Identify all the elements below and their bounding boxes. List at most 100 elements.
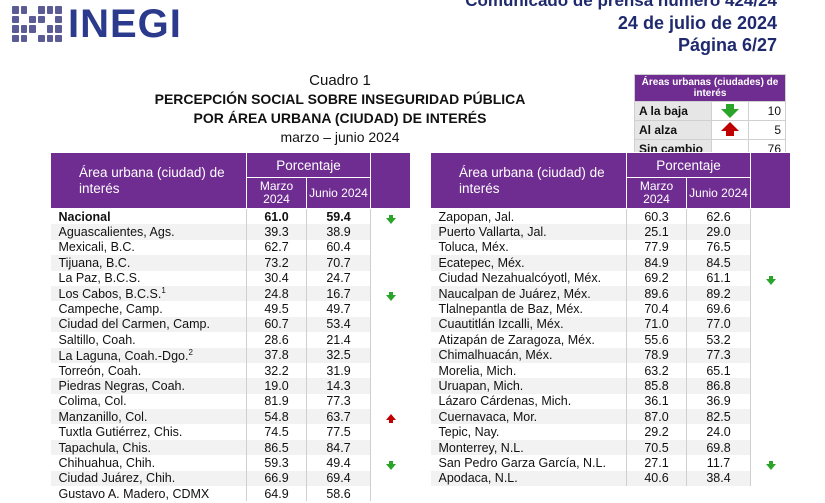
value-marzo: 36.1 <box>627 394 687 409</box>
value-junio: 77.5 <box>307 424 371 439</box>
value-junio: 60.4 <box>307 240 371 255</box>
trend-cell <box>751 286 791 301</box>
table-row: Cuernavaca, Mor. 87.0 82.5 <box>431 409 791 424</box>
trend-cell <box>371 317 411 332</box>
title-period: marzo – junio 2024 <box>140 128 540 147</box>
value-junio: 58.6 <box>307 486 371 501</box>
value-marzo: 62.7 <box>247 240 307 255</box>
column-header-porcentaje: Porcentaje <box>627 153 751 178</box>
table-row: Mexicali, B.C. 62.7 60.4 <box>51 240 411 255</box>
trend-cell <box>371 286 411 301</box>
down-arrow-icon <box>389 461 393 464</box>
area-name: Tepic, Nay. <box>431 424 627 439</box>
value-marzo: 37.8 <box>247 348 307 363</box>
value-junio: 63.7 <box>307 409 371 424</box>
area-name: Zapopan, Jal. <box>431 209 627 225</box>
trend-cell <box>751 240 791 255</box>
trend-cell <box>371 209 411 225</box>
value-junio: 65.1 <box>687 363 751 378</box>
trend-cell <box>751 409 791 424</box>
up-arrow-icon <box>386 414 396 420</box>
value-marzo: 54.8 <box>247 409 307 424</box>
column-header-blank <box>751 153 791 209</box>
value-marzo: 78.9 <box>627 348 687 363</box>
value-junio: 59.4 <box>307 209 371 225</box>
legend-count-up: 5 <box>749 121 786 140</box>
table-row: Cuautitlán Izcalli, Méx. 71.0 77.0 <box>431 317 791 332</box>
value-junio: 11.7 <box>687 455 751 470</box>
down-arrow-icon <box>769 276 773 279</box>
table-row: Aguascalientes, Ags. 39.3 38.9 <box>51 224 411 239</box>
table-row: Tuxtla Gutiérrez, Chis. 74.5 77.5 <box>51 424 411 439</box>
area-name: Lázaro Cárdenas, Mich. <box>431 394 627 409</box>
trend-cell <box>751 348 791 363</box>
value-junio: 61.1 <box>687 271 751 286</box>
area-name: Ecatepec, Méx. <box>431 255 627 270</box>
area-name: Puerto Vallarta, Jal. <box>431 224 627 239</box>
trend-cell <box>371 255 411 270</box>
footnote-marker: 2 <box>188 348 192 357</box>
table-row: Ecatepec, Méx. 84.9 84.5 <box>431 255 791 270</box>
value-marzo: 81.9 <box>247 394 307 409</box>
legend-label-up: Al alza <box>635 121 712 140</box>
legend-down-arrow-icon <box>712 102 749 121</box>
down-arrow-icon <box>389 215 393 218</box>
table-row: Saltillo, Coah. 28.6 21.4 <box>51 332 411 347</box>
value-marzo: 71.0 <box>627 317 687 332</box>
legend-count-down: 10 <box>749 102 786 121</box>
value-marzo: 19.0 <box>247 378 307 393</box>
trend-cell <box>751 394 791 409</box>
value-junio: 69.6 <box>687 301 751 316</box>
area-name: Nacional <box>51 209 247 225</box>
area-name: Morelia, Mich. <box>431 363 627 378</box>
value-marzo: 60.7 <box>247 317 307 332</box>
table-row: Zapopan, Jal. 60.3 62.6 <box>431 209 791 225</box>
table-row: Atizapán de Zaragoza, Méx. 55.6 53.2 <box>431 332 791 347</box>
column-header-marzo: Marzo 2024 <box>627 178 687 209</box>
value-junio: 36.9 <box>687 394 751 409</box>
value-marzo: 87.0 <box>627 409 687 424</box>
trend-cell <box>371 332 411 347</box>
footnote-marker: 1 <box>161 286 165 295</box>
table-row: Los Cabos, B.C.S.1 24.8 16.7 <box>51 286 411 301</box>
trend-cell <box>751 332 791 347</box>
area-name: La Paz, B.C.S. <box>51 271 247 286</box>
value-marzo: 66.9 <box>247 471 307 486</box>
trend-cell <box>751 378 791 393</box>
trend-cell <box>751 471 791 486</box>
value-marzo: 85.8 <box>627 378 687 393</box>
value-junio: 21.4 <box>307 332 371 347</box>
area-name: Campeche, Camp. <box>51 301 247 316</box>
area-name: Saltillo, Coah. <box>51 332 247 347</box>
value-junio: 38.4 <box>687 471 751 486</box>
right-data-table: Área urbana (ciudad) de interés Porcenta… <box>430 152 791 486</box>
trend-cell <box>751 363 791 378</box>
area-name: Naucalpan de Juárez, Méx. <box>431 286 627 301</box>
left-data-table: Área urbana (ciudad) de interés Porcenta… <box>50 152 411 501</box>
value-junio: 31.9 <box>307 363 371 378</box>
column-header-junio: Junio 2024 <box>307 178 371 209</box>
column-header-blank <box>371 153 411 209</box>
table-row: La Laguna, Coah.-Dgo.2 37.8 32.5 <box>51 348 411 363</box>
value-junio: 89.2 <box>687 286 751 301</box>
area-name: Tlalnepantla de Baz, Méx. <box>431 301 627 316</box>
table-row: Apodaca, N.L. 40.6 38.4 <box>431 471 791 486</box>
legend-table: Áreas urbanas (ciudades) de interés A la… <box>634 74 786 159</box>
table-row: Manzanillo, Col. 54.8 63.7 <box>51 409 411 424</box>
table-row: San Pedro Garza García, N.L. 27.1 11.7 <box>431 455 791 470</box>
value-marzo: 63.2 <box>627 363 687 378</box>
trend-cell <box>751 271 791 286</box>
trend-cell <box>371 378 411 393</box>
trend-cell <box>751 301 791 316</box>
table-title: Cuadro 1 PERCEPCIÓN SOCIAL SOBRE INSEGUR… <box>140 72 540 147</box>
area-name: Tapachula, Chis. <box>51 440 247 455</box>
legend-label-down: A la baja <box>635 102 712 121</box>
value-junio: 38.9 <box>307 224 371 239</box>
legend-up-arrow-icon <box>712 121 749 140</box>
value-marzo: 39.3 <box>247 224 307 239</box>
value-marzo: 89.6 <box>627 286 687 301</box>
value-junio: 32.5 <box>307 348 371 363</box>
logo-text: INEGI <box>68 4 182 44</box>
value-junio: 70.7 <box>307 255 371 270</box>
value-junio: 69.8 <box>687 440 751 455</box>
